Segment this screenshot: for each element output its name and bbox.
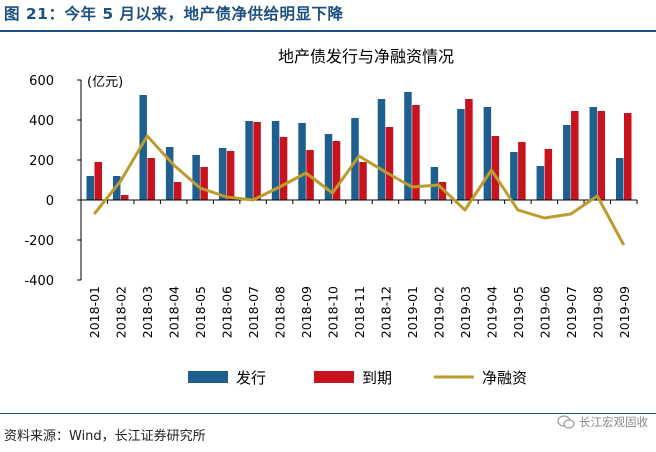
x-tick-label: 2019-05 xyxy=(511,286,526,338)
bar-maturity xyxy=(332,141,341,200)
bar-maturity xyxy=(147,158,155,200)
bar-issue xyxy=(218,148,227,200)
bar-maturity xyxy=(173,182,182,200)
y-tick-label: -200 xyxy=(24,234,54,249)
x-tick-label: 2019-09 xyxy=(617,286,632,338)
bar-maturity xyxy=(279,137,288,200)
bar-issue xyxy=(86,176,94,200)
bar-maturity xyxy=(624,113,632,200)
wechat-icon xyxy=(557,415,575,429)
bar-maturity xyxy=(359,162,367,200)
bar-issue xyxy=(351,118,359,200)
x-tick-label: 2018-03 xyxy=(140,286,155,338)
x-tick-label: 2018-10 xyxy=(326,286,341,338)
y-tick-label: 200 xyxy=(29,154,54,169)
bar-issue xyxy=(563,125,571,200)
bar-issue xyxy=(430,167,439,200)
bar-issue xyxy=(139,95,147,200)
bar-maturity xyxy=(226,151,235,200)
bar-issue xyxy=(271,121,280,200)
bar-issue xyxy=(245,121,253,200)
bar-maturity xyxy=(491,136,500,200)
x-tick-label: 2019-01 xyxy=(405,286,420,338)
legend-label-issue: 发行 xyxy=(236,369,266,387)
bar-issue xyxy=(165,147,174,200)
bar-maturity xyxy=(253,122,261,200)
x-tick-label: 2018-01 xyxy=(87,286,102,338)
net-financing-line xyxy=(93,134,626,246)
x-tick-label: 2019-02 xyxy=(431,286,446,338)
bar-maturity xyxy=(94,162,102,200)
x-tick-label: 2019-07 xyxy=(564,286,579,338)
chart-title: 地产债发行与净融资情况 xyxy=(278,47,454,66)
legend-swatch-maturity xyxy=(314,371,354,383)
x-tick-label: 2018-11 xyxy=(352,286,367,338)
legend-label-maturity: 到期 xyxy=(362,369,392,387)
legend-swatch-issue xyxy=(188,371,228,383)
bar-issue xyxy=(404,92,412,200)
x-tick-label: 2019-08 xyxy=(590,286,605,338)
bar-issue xyxy=(536,166,545,200)
bar-maturity xyxy=(571,111,579,200)
bar-maturity xyxy=(544,149,553,200)
footer-rule xyxy=(0,413,656,414)
bar-maturity xyxy=(518,142,526,200)
y-tick-label: -400 xyxy=(24,274,54,289)
x-tick-label: 2018-06 xyxy=(220,286,235,338)
y-tick-label: 0 xyxy=(46,194,54,209)
figure-title: 图 21：今年 5 月以来，地产债净供给明显下降 xyxy=(4,5,344,23)
bar-maturity xyxy=(385,127,394,200)
x-tick-label: 2018-09 xyxy=(299,286,314,338)
y-tick-label: 600 xyxy=(29,74,54,89)
watermark-text: 长江宏观固收 xyxy=(579,415,648,429)
bar-maturity xyxy=(412,105,420,200)
x-tick-label: 2019-03 xyxy=(458,286,473,338)
x-tick-label: 2018-07 xyxy=(246,286,261,338)
x-tick-label: 2018-12 xyxy=(378,286,393,338)
bar-issue xyxy=(616,158,624,200)
source-note: 资料来源：Wind，长江证券研究所 xyxy=(4,429,206,444)
unit-label: (亿元) xyxy=(87,75,123,90)
bar-issue xyxy=(483,107,492,200)
bar-maturity xyxy=(465,99,473,200)
bar-issue xyxy=(457,109,465,200)
bar-issue xyxy=(510,152,518,200)
x-tick-label: 2019-04 xyxy=(484,286,499,338)
bar-issue xyxy=(298,123,306,200)
title-rule xyxy=(0,30,656,32)
bar-maturity xyxy=(438,182,447,200)
bar-issue xyxy=(377,99,386,200)
x-tick-label: 2018-05 xyxy=(193,286,208,338)
watermark: 长江宏观固收 xyxy=(557,414,648,430)
legend-label-net: 净融资 xyxy=(482,369,527,387)
x-tick-label: 2018-04 xyxy=(167,286,182,338)
bond-issuance-chart: 地产债发行与净融资情况 (亿元) -400 -200 0 200 400 600 2018-01… xyxy=(24,47,638,387)
x-tick-label: 2018-08 xyxy=(273,286,288,338)
bar-maturity xyxy=(597,111,606,200)
bar-issue xyxy=(192,155,200,200)
bar-maturity xyxy=(120,195,129,200)
x-tick-label: 2019-06 xyxy=(537,286,552,338)
bar-maturity xyxy=(200,167,208,200)
bar-issue xyxy=(324,134,333,200)
bar-issue xyxy=(589,107,598,200)
x-tick-label: 2018-02 xyxy=(114,286,129,338)
y-tick-label: 400 xyxy=(29,114,54,129)
